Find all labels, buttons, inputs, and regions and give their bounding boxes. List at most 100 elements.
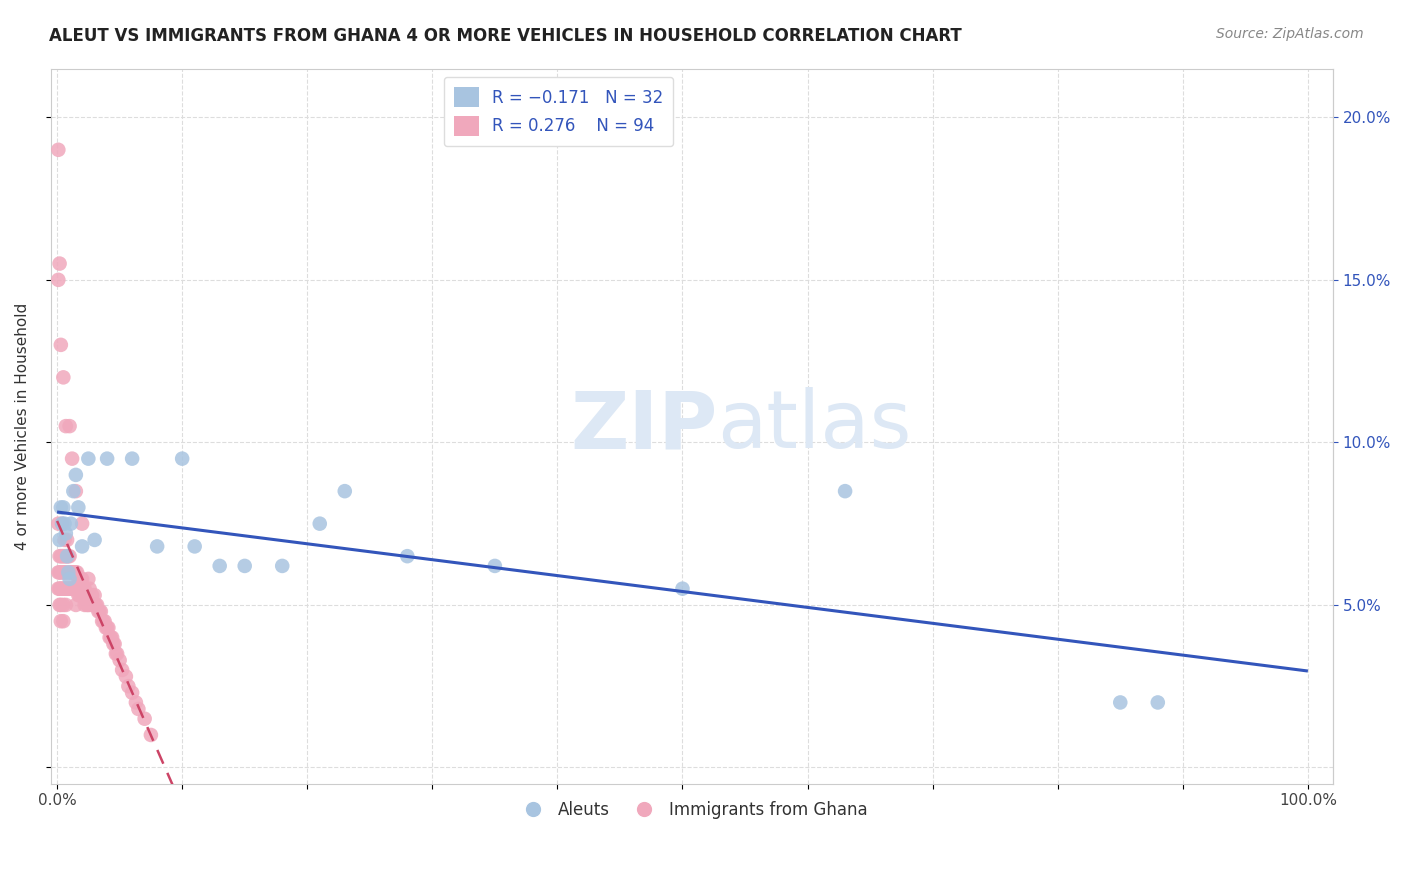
Point	[58, 566, 80, 580]
Point	[308, 516, 330, 531]
Point	[104, 647, 127, 661]
Text: ZIP: ZIP	[571, 387, 717, 465]
Point	[48, 256, 70, 270]
Point	[134, 712, 156, 726]
Point	[63, 582, 86, 596]
Point	[55, 566, 77, 580]
Point	[183, 540, 205, 554]
Point	[77, 598, 100, 612]
Point	[96, 451, 118, 466]
Point	[58, 566, 80, 580]
Point	[55, 419, 77, 434]
Point	[51, 516, 73, 531]
Point	[53, 549, 76, 564]
Point	[233, 558, 256, 573]
Point	[70, 540, 93, 554]
Point	[208, 558, 231, 573]
Point	[53, 582, 76, 596]
Point	[52, 614, 75, 628]
Point	[65, 484, 87, 499]
Point	[56, 533, 79, 547]
Point	[46, 566, 69, 580]
Point	[58, 549, 80, 564]
Point	[49, 566, 72, 580]
Point	[80, 598, 103, 612]
Point	[49, 500, 72, 515]
Point	[51, 516, 73, 531]
Point	[60, 451, 83, 466]
Point	[46, 143, 69, 157]
Point	[76, 598, 98, 612]
Point	[117, 679, 139, 693]
Point	[70, 516, 93, 531]
Point	[55, 549, 77, 564]
Point	[333, 484, 356, 499]
Point	[396, 549, 419, 564]
Point	[139, 728, 162, 742]
Point	[70, 588, 93, 602]
Point	[100, 631, 122, 645]
Point	[94, 621, 117, 635]
Point	[103, 637, 125, 651]
Point	[60, 566, 83, 580]
Text: ALEUT VS IMMIGRANTS FROM GHANA 4 OR MORE VEHICLES IN HOUSEHOLD CORRELATION CHART: ALEUT VS IMMIGRANTS FROM GHANA 4 OR MORE…	[49, 27, 962, 45]
Point	[65, 598, 87, 612]
Point	[75, 588, 97, 602]
Point	[52, 582, 75, 596]
Point	[55, 582, 77, 596]
Point	[63, 566, 86, 580]
Point	[90, 604, 112, 618]
Point	[69, 572, 91, 586]
Point	[52, 549, 75, 564]
Point	[53, 533, 76, 547]
Point	[82, 588, 104, 602]
Point	[46, 273, 69, 287]
Point	[87, 604, 110, 618]
Point	[59, 566, 82, 580]
Point	[49, 598, 72, 612]
Point	[55, 598, 77, 612]
Point	[97, 621, 120, 635]
Point	[46, 582, 69, 596]
Point	[83, 533, 105, 547]
Point	[91, 614, 114, 628]
Point	[53, 566, 76, 580]
Point	[84, 598, 107, 612]
Point	[115, 669, 138, 683]
Point	[671, 582, 693, 596]
Point	[67, 572, 90, 586]
Point	[105, 647, 128, 661]
Point	[48, 549, 70, 564]
Point	[52, 598, 75, 612]
Point	[58, 419, 80, 434]
Point	[72, 582, 94, 596]
Point	[62, 566, 84, 580]
Point	[58, 582, 80, 596]
Point	[46, 516, 69, 531]
Point	[70, 572, 93, 586]
Point	[65, 467, 87, 482]
Point	[66, 566, 89, 580]
Point	[59, 582, 82, 596]
Point	[104, 637, 127, 651]
Point	[49, 549, 72, 564]
Point	[67, 500, 90, 515]
Point	[1146, 696, 1168, 710]
Point	[86, 598, 108, 612]
Point	[125, 696, 148, 710]
Point	[62, 582, 84, 596]
Point	[77, 451, 100, 466]
Point	[53, 516, 76, 531]
Point	[121, 686, 143, 700]
Point	[48, 566, 70, 580]
Point	[56, 549, 79, 564]
Point	[65, 566, 87, 580]
Point	[96, 621, 118, 635]
Point	[93, 614, 115, 628]
Point	[59, 516, 82, 531]
Point	[79, 582, 101, 596]
Point	[49, 582, 72, 596]
Point	[49, 614, 72, 628]
Point	[58, 572, 80, 586]
Point	[48, 582, 70, 596]
